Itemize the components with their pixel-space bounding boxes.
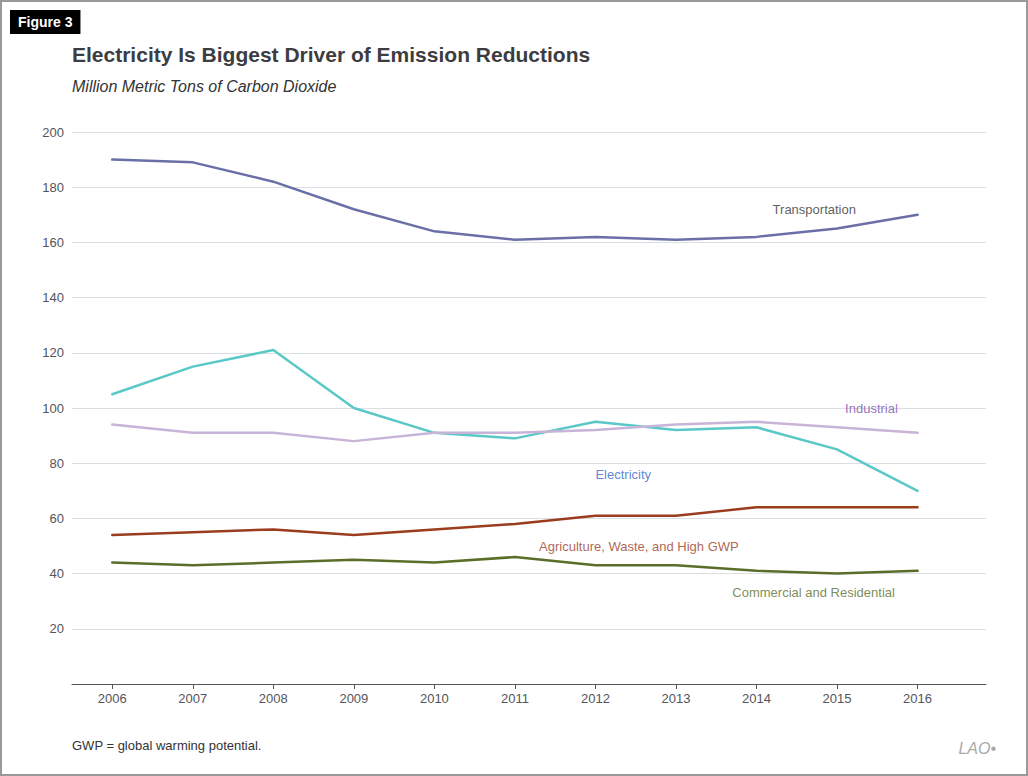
svg-text:120: 120	[42, 345, 64, 360]
svg-text:2010: 2010	[420, 691, 449, 706]
svg-text:80: 80	[50, 456, 64, 471]
svg-text:200: 200	[42, 125, 64, 140]
svg-text:2013: 2013	[662, 691, 691, 706]
svg-text:Figure 3: Figure 3	[18, 14, 73, 30]
svg-text:60: 60	[50, 511, 64, 526]
svg-text:GWP = global warming potential: GWP = global warming potential.	[72, 738, 261, 753]
svg-text:180: 180	[42, 180, 64, 195]
svg-text:2014: 2014	[742, 691, 771, 706]
svg-text:2015: 2015	[823, 691, 852, 706]
svg-text:Agriculture, Waste, and High G: Agriculture, Waste, and High GWP	[539, 539, 739, 554]
svg-text:Industrial: Industrial	[845, 401, 898, 416]
svg-text:140: 140	[42, 290, 64, 305]
svg-text:Electricity Is Biggest Driver: Electricity Is Biggest Driver of Emissio…	[72, 43, 590, 66]
svg-text:40: 40	[50, 566, 64, 581]
svg-text:Commercial and Residential: Commercial and Residential	[732, 585, 895, 600]
svg-text:2006: 2006	[98, 691, 127, 706]
svg-text:Million Metric Tons of Carbon: Million Metric Tons of Carbon Dioxide	[72, 78, 337, 95]
svg-text:2012: 2012	[581, 691, 610, 706]
svg-text:2009: 2009	[339, 691, 368, 706]
svg-text:100: 100	[42, 401, 64, 416]
svg-text:Electricity: Electricity	[595, 467, 651, 482]
svg-text:2011: 2011	[501, 691, 529, 706]
svg-text:2008: 2008	[259, 691, 288, 706]
svg-text:20: 20	[50, 621, 64, 636]
svg-text:160: 160	[42, 235, 64, 250]
svg-text:LAO•: LAO•	[958, 740, 996, 757]
svg-text:2016: 2016	[903, 691, 932, 706]
svg-text:2007: 2007	[178, 691, 207, 706]
svg-text:Transportation: Transportation	[773, 202, 856, 217]
